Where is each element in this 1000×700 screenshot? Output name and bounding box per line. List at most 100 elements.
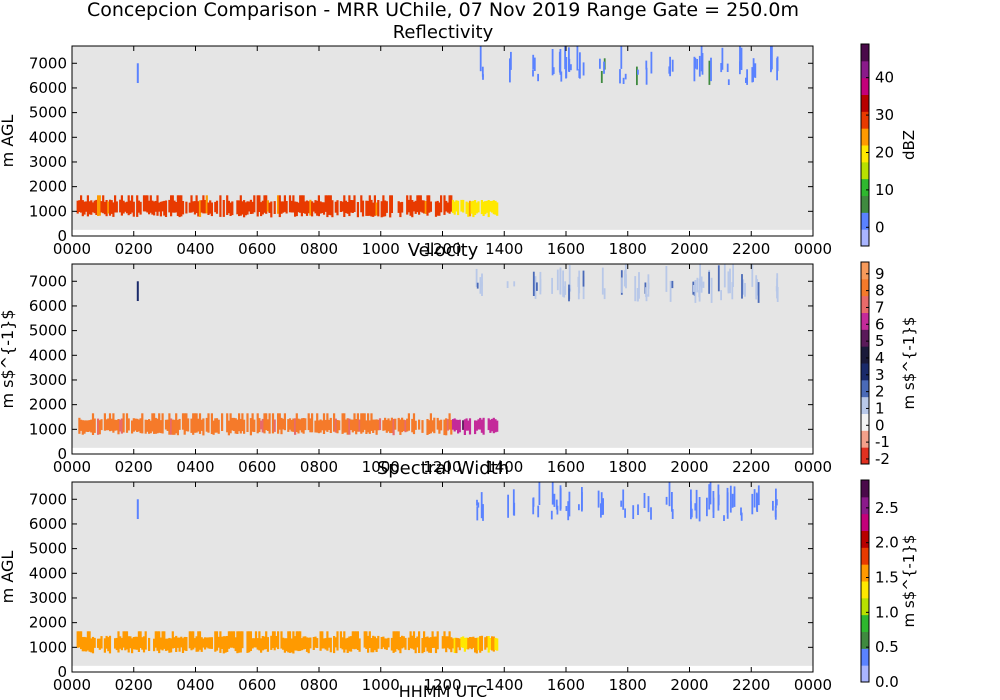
echo-cell (457, 638, 460, 648)
echo-cell (671, 492, 673, 512)
echo-cell (300, 195, 303, 217)
echo-cell (496, 202, 499, 216)
echo-cell (83, 420, 86, 434)
echo-cell (455, 200, 458, 212)
echo-cell (636, 66, 638, 86)
echo-cell (241, 631, 244, 649)
echo-cell (581, 487, 583, 510)
echo-cell (744, 283, 746, 297)
echo-cell (406, 418, 409, 432)
echo-cell (754, 63, 757, 78)
echo-cell (480, 635, 483, 651)
echo-cell (295, 631, 298, 651)
echo-cell (492, 636, 495, 652)
echo-cell (431, 631, 434, 648)
echo-cell (85, 637, 88, 652)
echo-cell (210, 637, 213, 649)
x-tick-label: 1000 (362, 240, 400, 258)
echo-cell (297, 202, 300, 213)
echo-cell (153, 413, 156, 434)
echo-cell (463, 419, 466, 435)
echo-cell (241, 201, 244, 215)
echo-cell (353, 195, 356, 212)
echo-cell (256, 638, 259, 650)
echo-cell (348, 418, 351, 435)
echo-cell (234, 637, 237, 652)
echo-cell (144, 631, 147, 650)
echo-cell (197, 201, 200, 217)
echo-cell (197, 631, 200, 652)
echo-cell (620, 500, 623, 507)
echo-cell (83, 636, 86, 652)
echo-cell (76, 200, 79, 214)
echo-cell (200, 637, 203, 652)
echo-cell (453, 201, 456, 215)
colorbar-tick-label: 10 (875, 181, 894, 199)
echo-cell (239, 418, 242, 434)
echo-cell (202, 638, 205, 648)
echo-cell (136, 636, 139, 650)
y-tick-label: 5000 (29, 104, 67, 122)
echo-cell (576, 46, 579, 71)
echo-cell (460, 199, 463, 212)
echo-cell (397, 417, 400, 432)
echo-cell (302, 418, 305, 434)
echo-cell (539, 271, 542, 295)
echo-cell (137, 200, 140, 213)
echo-cell (412, 201, 416, 212)
data-background (72, 482, 813, 666)
echo-cell (378, 418, 382, 431)
colorbar-segment (861, 44, 869, 62)
echo-cell (387, 418, 390, 432)
x-tick-label: 1000 (362, 458, 400, 476)
colorbar-tick-label: 40 (875, 69, 894, 87)
echo-cell (86, 631, 89, 651)
x-tick-label: 2000 (670, 458, 708, 476)
echo-cell (491, 201, 494, 213)
colorbar-segment (861, 111, 869, 129)
echo-cell (263, 195, 266, 213)
echo-cell (114, 195, 117, 213)
echo-cell (645, 287, 647, 298)
echo-cell (141, 637, 144, 650)
colorbar-segment (861, 212, 869, 230)
echo-cell (336, 631, 339, 651)
echo-cell (280, 201, 283, 214)
echo-cell (205, 417, 208, 432)
echo-cell (190, 631, 193, 651)
echo-cell (380, 201, 383, 218)
y-tick-label: 6000 (29, 297, 67, 315)
echo-cell (278, 413, 281, 430)
echo-cell (757, 485, 760, 506)
colorbar-segment (861, 60, 869, 79)
echo-cell (190, 418, 193, 433)
echo-cell (309, 637, 312, 649)
echo-cell (496, 420, 499, 432)
echo-cell (258, 631, 261, 651)
echo-cell (563, 286, 566, 298)
echo-cell (358, 638, 361, 652)
echo-cell (600, 503, 602, 518)
echo-cell (671, 509, 674, 519)
echo-cell (336, 420, 339, 434)
echo-cell (326, 195, 329, 218)
echo-cell (136, 281, 139, 302)
echo-cell (122, 631, 125, 648)
echo-cell (472, 636, 475, 648)
echo-cell (302, 195, 305, 214)
echo-cell (601, 267, 604, 295)
echo-cell (88, 631, 91, 652)
echo-cell (120, 418, 123, 434)
echo-cell (236, 419, 239, 434)
echo-cell (317, 195, 320, 217)
x-tick-label: 1800 (609, 676, 647, 694)
echo-cell (729, 268, 731, 294)
echo-cell (731, 493, 734, 508)
y-tick-label: 0 (57, 227, 67, 245)
echo-cell (375, 419, 378, 435)
echo-cell (341, 413, 344, 434)
x-tick-label: 1200 (423, 240, 461, 258)
echo-cell (775, 499, 778, 506)
colorbar-tick-label: 5 (875, 332, 885, 350)
echo-cell (476, 499, 478, 506)
